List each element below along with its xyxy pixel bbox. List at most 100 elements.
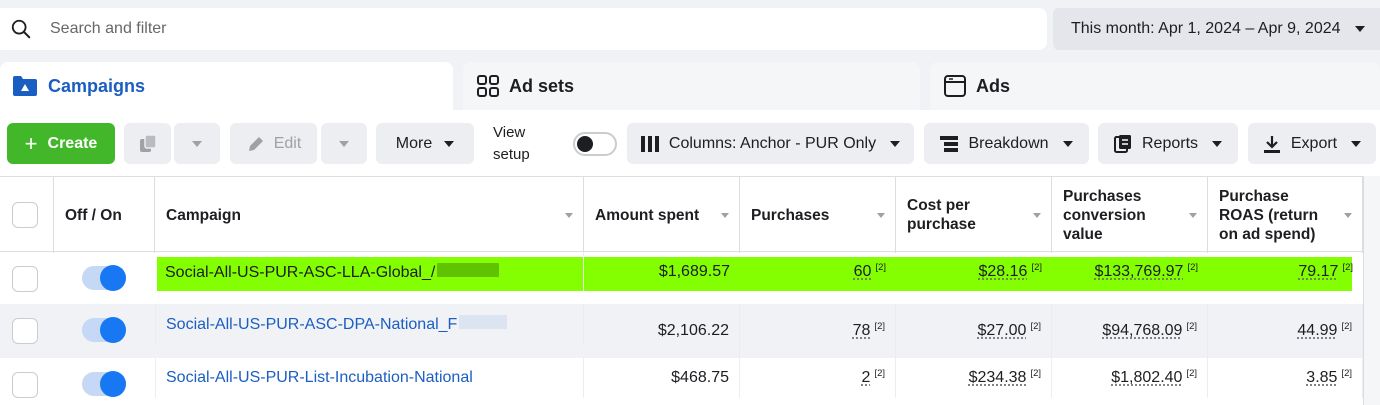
chevron-down-icon bbox=[192, 140, 202, 147]
campaign-toggle[interactable] bbox=[82, 371, 126, 397]
sort-icon bbox=[565, 213, 573, 218]
header-roas-line3: on ad spend) bbox=[1219, 225, 1316, 243]
campaign-name-cell: Social-All-US-PUR-List-Incubation-Nation… bbox=[155, 358, 584, 398]
roas-value[interactable]: 79.17 bbox=[1298, 263, 1339, 280]
row-checkbox[interactable] bbox=[12, 372, 38, 398]
header-campaign[interactable]: Campaign bbox=[155, 177, 584, 253]
create-label: Create bbox=[47, 134, 98, 152]
amount-spent-cell: $1,689.57 bbox=[584, 252, 740, 292]
amount-spent-cell: $468.75 bbox=[584, 358, 740, 398]
roas-cell: 3.85 [2] bbox=[1208, 358, 1363, 398]
footnote: [2] bbox=[1342, 261, 1353, 273]
search-bar[interactable]: Search and filter bbox=[0, 8, 1047, 50]
campaign-name-link[interactable]: Social-All-US-PUR-List-Incubation-Nation… bbox=[166, 369, 473, 386]
edit-button[interactable]: Edit bbox=[230, 123, 317, 164]
amount-spent-value: $1,689.57 bbox=[658, 263, 730, 280]
roas-value[interactable]: 44.99 bbox=[1297, 322, 1338, 339]
search-icon bbox=[11, 19, 31, 39]
campaign-toggle[interactable] bbox=[82, 317, 126, 343]
select-all-cell bbox=[0, 177, 54, 253]
footnote: [2] bbox=[1186, 320, 1197, 332]
footnote: [2] bbox=[1030, 320, 1041, 332]
reports-button[interactable]: Reports bbox=[1098, 123, 1238, 164]
campaign-name-link[interactable]: Social-All-US-PUR-ASC-DPA-National_F bbox=[156, 314, 508, 334]
header-conversion-value[interactable]: Purchases conversion value bbox=[1052, 177, 1208, 253]
header-pcv-line2: conversion bbox=[1063, 206, 1146, 224]
conversion-value-cell: $94,768.09 [2] bbox=[1052, 304, 1208, 358]
view-setup-label: View setup bbox=[493, 122, 530, 166]
row-checkbox[interactable] bbox=[12, 266, 38, 292]
table-row[interactable]: Social-All-US-PUR-ASC-LLA-Global_/ $1,68… bbox=[0, 252, 1380, 304]
view-setup-toggle[interactable] bbox=[573, 132, 617, 156]
view-setup-line1: View bbox=[493, 124, 526, 141]
columns-icon bbox=[640, 135, 659, 152]
date-range-button[interactable]: This month: Apr 1, 2024 – Apr 9, 2024 bbox=[1053, 8, 1380, 50]
edit-dropdown-button[interactable] bbox=[321, 123, 367, 164]
chevron-down-icon bbox=[1062, 140, 1073, 147]
cost-per-purchase-value[interactable]: $27.00 bbox=[977, 322, 1027, 339]
conversion-value-value[interactable]: $1,802.40 bbox=[1111, 369, 1183, 386]
purchases-value[interactable]: 78 bbox=[852, 322, 871, 339]
search-input[interactable]: Search and filter bbox=[50, 20, 167, 37]
chevron-down-icon bbox=[1212, 140, 1223, 147]
conversion-value-value[interactable]: $133,769.97 bbox=[1094, 263, 1184, 280]
campaign-name-cell: Social-All-US-PUR-ASC-DPA-National_F bbox=[155, 304, 584, 344]
tab-campaigns[interactable]: Campaigns bbox=[0, 62, 453, 110]
export-label: Export bbox=[1290, 134, 1338, 152]
header-roas-line1: Purchase bbox=[1219, 187, 1289, 205]
sort-icon bbox=[721, 213, 729, 218]
tab-ads[interactable]: Ads bbox=[930, 62, 1380, 110]
sort-icon bbox=[877, 213, 885, 218]
table-row[interactable]: Social-All-US-PUR-List-Incubation-Nation… bbox=[0, 358, 1380, 405]
horizontal-scroll-edge[interactable] bbox=[1363, 176, 1380, 405]
pencil-icon bbox=[248, 136, 263, 151]
footnote: [2] bbox=[1341, 367, 1352, 379]
cost-per-purchase-value[interactable]: $28.16 bbox=[978, 263, 1028, 280]
duplicate-dropdown-button[interactable] bbox=[174, 123, 220, 164]
redacted-block bbox=[437, 262, 500, 277]
footnote: [2] bbox=[874, 320, 885, 332]
duplicate-button[interactable] bbox=[124, 123, 171, 164]
campaign-name-link[interactable]: Social-All-US-PUR-ASC-LLA-Global_/ bbox=[155, 262, 500, 282]
header-cost-per-purchase[interactable]: Cost per purchase bbox=[896, 177, 1052, 253]
footnote: [2] bbox=[1341, 320, 1352, 332]
purchases-value[interactable]: 2 bbox=[861, 369, 871, 386]
conversion-value-value[interactable]: $94,768.09 bbox=[1102, 322, 1183, 339]
footnote: [2] bbox=[1187, 261, 1198, 273]
row-checkbox[interactable] bbox=[12, 318, 38, 344]
columns-button[interactable]: Columns: Anchor - PUR Only bbox=[627, 123, 914, 164]
toggle-knob bbox=[100, 371, 126, 397]
grid-icon bbox=[477, 75, 499, 97]
columns-label: Columns: Anchor - PUR Only bbox=[668, 134, 877, 152]
cost-per-purchase-value[interactable]: $234.38 bbox=[968, 369, 1027, 386]
purchases-value[interactable]: 60 bbox=[853, 263, 872, 280]
cost-per-purchase-cell: $234.38 [2] bbox=[896, 358, 1052, 398]
tab-campaigns-label: Campaigns bbox=[48, 75, 146, 96]
campaign-name-text: Social-All-US-PUR-ASC-LLA-Global_/ bbox=[165, 263, 436, 281]
roas-value[interactable]: 3.85 bbox=[1306, 369, 1338, 386]
breakdown-button[interactable]: Breakdown bbox=[924, 123, 1089, 164]
export-button[interactable]: Export bbox=[1248, 123, 1376, 164]
breakdown-icon bbox=[940, 135, 959, 152]
create-button[interactable]: + Create bbox=[7, 123, 115, 164]
toggle-knob bbox=[577, 136, 593, 152]
header-amount-spent[interactable]: Amount spent bbox=[584, 177, 740, 253]
more-button[interactable]: More bbox=[376, 123, 474, 164]
tab-ad-sets[interactable]: Ad sets bbox=[463, 62, 920, 110]
toggle-knob bbox=[100, 317, 126, 343]
folder-icon bbox=[13, 76, 37, 96]
chevron-down-icon bbox=[890, 140, 901, 147]
footnote: [2] bbox=[875, 261, 886, 273]
conversion-value-cell: $1,802.40 [2] bbox=[1052, 358, 1208, 398]
download-icon bbox=[1263, 135, 1280, 153]
select-all-checkbox[interactable] bbox=[12, 202, 38, 228]
header-cost-line2: purchase bbox=[907, 216, 976, 233]
header-amount-spent-label: Amount spent bbox=[595, 206, 700, 224]
header-purchases[interactable]: Purchases bbox=[740, 177, 896, 253]
table-row[interactable]: Social-All-US-PUR-ASC-DPA-National_F $2,… bbox=[0, 304, 1380, 358]
purchases-cell: 2 [2] bbox=[740, 358, 896, 398]
header-pcv-line1: Purchases bbox=[1063, 187, 1142, 205]
header-roas[interactable]: Purchase ROAS (return on ad spend) bbox=[1208, 177, 1363, 253]
conversion-value-cell: $133,769.97 [2] bbox=[1052, 252, 1208, 292]
campaign-toggle[interactable] bbox=[82, 265, 126, 291]
